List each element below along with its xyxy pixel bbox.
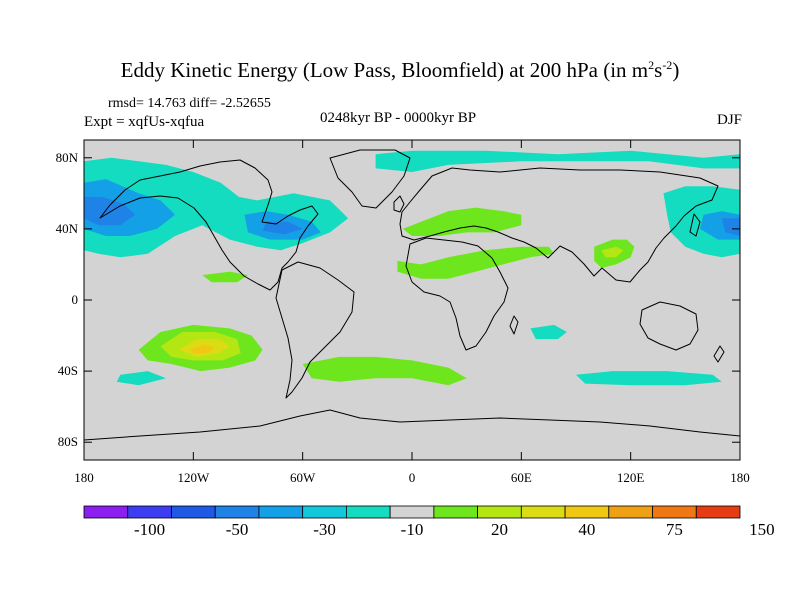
colorbar-box: [564, 505, 610, 519]
x-tick-label: 180: [730, 470, 750, 485]
colorbar-box: [127, 505, 172, 519]
y-tick-label: 40S: [57, 363, 78, 379]
time-period-label: 0248kyr BP - 0000kyr BP: [320, 110, 477, 126]
coastline-new-zealand: [713, 345, 725, 363]
coastline-australia: [639, 301, 699, 351]
colorbar-box: [652, 505, 697, 519]
colorbar-label: -50: [225, 520, 249, 539]
colorbar-box: [171, 505, 216, 519]
coastline-madagascar: [509, 315, 519, 335]
anomaly-south-indian-negative: [530, 324, 567, 340]
chart-title: Eddy Kinetic Energy (Low Pass, Bloomfiel…: [120, 58, 680, 82]
x-tick-label: 0: [408, 470, 416, 485]
colorbar-label: -30: [313, 520, 336, 539]
colorbar-box: [258, 505, 304, 519]
anomaly-pacific-small-negative: [116, 371, 166, 386]
colorbar-label: -10: [400, 520, 424, 539]
coastline-greenland: [329, 149, 411, 209]
colorbar-label: 150: [749, 520, 775, 539]
season-label: DJF: [716, 112, 742, 128]
axis-ticks: [83, 140, 741, 460]
colorbar-box: [520, 505, 566, 519]
anomaly-southern-ocean-negative: [576, 371, 722, 386]
colorbar-label: 40: [578, 520, 596, 539]
coastline-uk: [393, 195, 405, 213]
colorbar-box: [83, 505, 129, 519]
colorbar-label: 20: [490, 520, 508, 539]
colorbar-label: -100: [134, 520, 166, 539]
x-tick-label: 180: [74, 470, 94, 485]
x-tick-label: 60W: [290, 470, 316, 485]
coastline-layer: [84, 149, 740, 441]
anomaly-tibet-positive-core: [601, 246, 624, 258]
anomaly-south-pacific-positive-peak: [189, 344, 216, 354]
anomaly-north-pacific-negative-core: [84, 196, 135, 226]
colorbar-box: [477, 505, 522, 519]
y-tick-label: 40N: [55, 220, 78, 236]
y-tick-label: 80S: [57, 434, 78, 450]
y-tick-label: 0: [71, 292, 79, 307]
x-tick-label: 120E: [616, 470, 645, 485]
experiment-label: Expt = xqfUs-xqfua: [84, 114, 205, 130]
anomaly-tropical-pacific-positive: [202, 271, 248, 283]
y-tick-label: 80N: [55, 149, 78, 165]
coastline-north-america: [99, 159, 319, 291]
anomaly-north-africa-positive: [397, 246, 555, 279]
anomaly-north-atlantic-negative-core: [262, 221, 303, 235]
colorbar-box: [345, 505, 391, 519]
colorbar: [83, 505, 741, 519]
colorbar-box: [389, 505, 435, 519]
coastline-south-america: [275, 261, 355, 399]
colorbar-label: 75: [665, 520, 683, 539]
coastline-japan: [689, 213, 701, 237]
anomaly-europe-positive: [402, 207, 522, 236]
x-tick-label: 120W: [177, 470, 210, 485]
x-tick-label: 60E: [510, 470, 532, 485]
colorbar-box: [608, 505, 653, 519]
anomaly-layer: [84, 150, 740, 386]
coastline-antarctica: [84, 409, 740, 441]
colorbar-box: [433, 505, 478, 519]
colorbar-box: [695, 505, 741, 519]
anomaly-south-atlantic-positive: [302, 356, 467, 386]
anomaly-arctic-negative-strip: [375, 150, 740, 172]
anomaly-west-pacific-negative-core: [721, 218, 740, 236]
colorbar-box: [214, 505, 260, 519]
colorbar-box: [302, 505, 347, 519]
coastline-eurasia: [399, 167, 719, 283]
rmsd-diff-stats: rmsd= 14.763 diff= -2.52655: [108, 96, 271, 111]
coastline-africa: [405, 237, 509, 351]
